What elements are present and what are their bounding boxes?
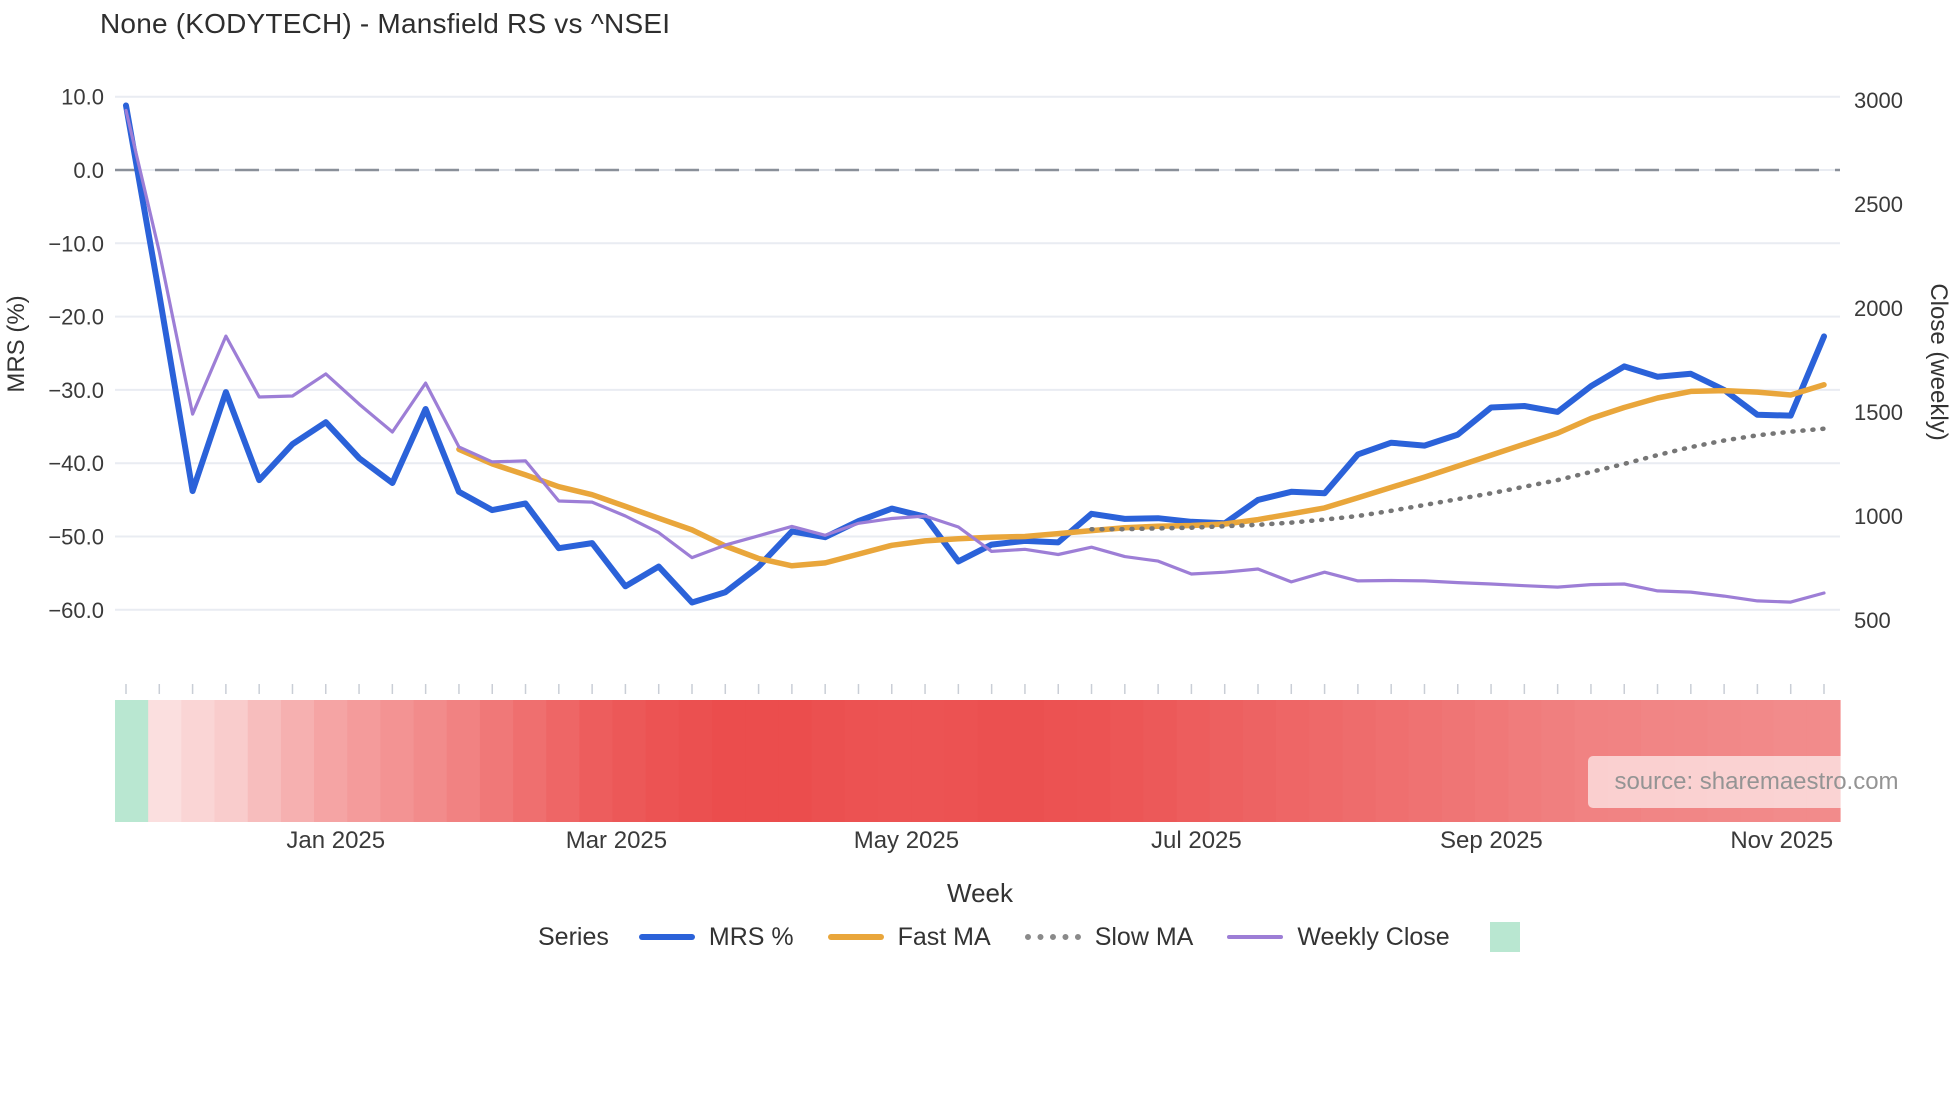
slow-ma-line bbox=[1089, 426, 1827, 532]
heatmap-cell bbox=[513, 700, 547, 822]
left-axis-tick-label: 0.0 bbox=[73, 158, 104, 183]
heatmap-cell bbox=[1441, 700, 1476, 822]
heatmap-cell bbox=[811, 700, 846, 822]
right-axis-tick-label: 2000 bbox=[1854, 296, 1903, 321]
heatmap-cell bbox=[678, 700, 713, 822]
heatmap-cell bbox=[1110, 700, 1144, 822]
heatmap-cell bbox=[579, 700, 614, 822]
legend-label-mrs: MRS % bbox=[708, 922, 794, 951]
heatmap-cell bbox=[1276, 700, 1310, 822]
chart-title: None (KODYTECH) - Mansfield RS vs ^NSEI bbox=[100, 8, 671, 39]
x-axis-tick-label: Jul 2025 bbox=[1151, 827, 1242, 854]
heatmap-cell bbox=[1209, 700, 1244, 822]
heatmap-cell bbox=[1010, 700, 1045, 822]
heatmap-cell bbox=[1408, 700, 1443, 822]
right-axis-tick-label: 3000 bbox=[1854, 88, 1903, 113]
legend-item-weekly-close: Weekly Close bbox=[1227, 922, 1450, 952]
slow-ma-line-swatch-icon bbox=[1024, 934, 1081, 940]
left-axis-tick-label: −20.0 bbox=[48, 305, 104, 330]
left-axis-tick-label: 10.0 bbox=[61, 85, 104, 110]
left-axis-title: MRS (%) bbox=[3, 295, 30, 393]
heatmap-cell bbox=[148, 700, 182, 822]
heat-band-swatch-icon bbox=[1489, 922, 1520, 952]
heatmap-cell bbox=[745, 700, 780, 822]
legend-item-mrs: MRS % bbox=[638, 922, 794, 952]
left-axis-tick-label: −50.0 bbox=[48, 525, 104, 550]
left-axis-tick-label: −60.0 bbox=[48, 598, 104, 623]
heatmap-cell bbox=[944, 700, 979, 822]
fast-ma-line bbox=[456, 382, 1827, 569]
x-axis-tick-label: Sep 2025 bbox=[1440, 827, 1543, 854]
mrs-line bbox=[123, 102, 1827, 606]
heatmap-cell bbox=[280, 700, 315, 822]
legend-item-slow-ma: Slow MA bbox=[1024, 922, 1194, 952]
heatmap-cell bbox=[380, 700, 415, 822]
heatmap-cell bbox=[1342, 700, 1377, 822]
heatmap-cell bbox=[645, 700, 680, 822]
heatmap-cell bbox=[877, 700, 912, 822]
heatmap-cell bbox=[446, 700, 481, 822]
heatmap-cell bbox=[1143, 700, 1178, 822]
heatmap-cell bbox=[314, 700, 348, 822]
heatmap-cell bbox=[1176, 700, 1211, 822]
legend: Series MRS % Fast MA Slow MA Weekly Clos… bbox=[538, 922, 1520, 952]
heatmap-cell bbox=[1541, 700, 1576, 822]
left-axis-tick-label: −10.0 bbox=[48, 231, 104, 256]
legend-title: Series bbox=[538, 922, 609, 951]
heatmap-cell bbox=[546, 700, 581, 822]
heatmap-cell bbox=[181, 700, 216, 822]
x-axis-tick-label: Nov 2025 bbox=[1730, 827, 1833, 854]
legend-label-fast-ma: Fast MA bbox=[897, 922, 991, 951]
right-axis-tick-label: 500 bbox=[1854, 608, 1891, 633]
heatmap-cell bbox=[844, 700, 879, 822]
source-text: source: sharemaestro.com bbox=[1614, 768, 1899, 795]
heatmap-cell bbox=[1043, 700, 1078, 822]
weekly-close-line bbox=[124, 108, 1826, 604]
fast-ma-line-swatch-icon bbox=[827, 934, 884, 940]
heatmap-cell bbox=[778, 700, 813, 822]
heatmap-cell bbox=[1475, 700, 1509, 822]
right-axis-title: Close (weekly) bbox=[1925, 283, 1952, 441]
heatmap-cell bbox=[1508, 700, 1543, 822]
heatmap-cell bbox=[612, 700, 647, 822]
x-axis-title: Week bbox=[947, 878, 1013, 908]
heatmap-cell bbox=[977, 700, 1012, 822]
legend-label-slow-ma: Slow MA bbox=[1094, 922, 1194, 951]
source-attribution: source: sharemaestro.com bbox=[1588, 756, 1925, 808]
heatmap-cell bbox=[1309, 700, 1344, 822]
heatmap-cell bbox=[911, 700, 945, 822]
weekly-close-line-swatch-icon bbox=[1227, 935, 1284, 939]
heatmap-cell bbox=[214, 700, 249, 822]
x-axis-tick-label: Mar 2025 bbox=[566, 827, 667, 854]
x-axis-tick-label: Jan 2025 bbox=[286, 827, 385, 854]
heatmap-cell bbox=[479, 700, 514, 822]
legend-label-weekly-close: Weekly Close bbox=[1297, 922, 1450, 951]
heatmap-cell bbox=[712, 700, 746, 822]
heatmap-cell bbox=[347, 700, 381, 822]
heatmap-cell bbox=[1242, 700, 1277, 822]
mrs-line-swatch-icon bbox=[638, 934, 695, 940]
right-axis-tick-label: 1500 bbox=[1854, 400, 1903, 425]
left-axis-tick-label: −40.0 bbox=[48, 451, 104, 476]
heatmap-cell bbox=[413, 700, 448, 822]
legend-item-fast-ma: Fast MA bbox=[827, 922, 991, 952]
heatmap-cell bbox=[247, 700, 282, 822]
heatmap-cell bbox=[1375, 700, 1410, 822]
left-axis-tick-label: −30.0 bbox=[48, 378, 104, 403]
right-axis-tick-label: 2500 bbox=[1854, 192, 1903, 217]
heatmap-cell bbox=[115, 700, 149, 822]
right-axis-tick-label: 1000 bbox=[1854, 504, 1903, 529]
x-axis-tick-label: May 2025 bbox=[854, 827, 959, 854]
heatmap-cell bbox=[1077, 700, 1111, 822]
